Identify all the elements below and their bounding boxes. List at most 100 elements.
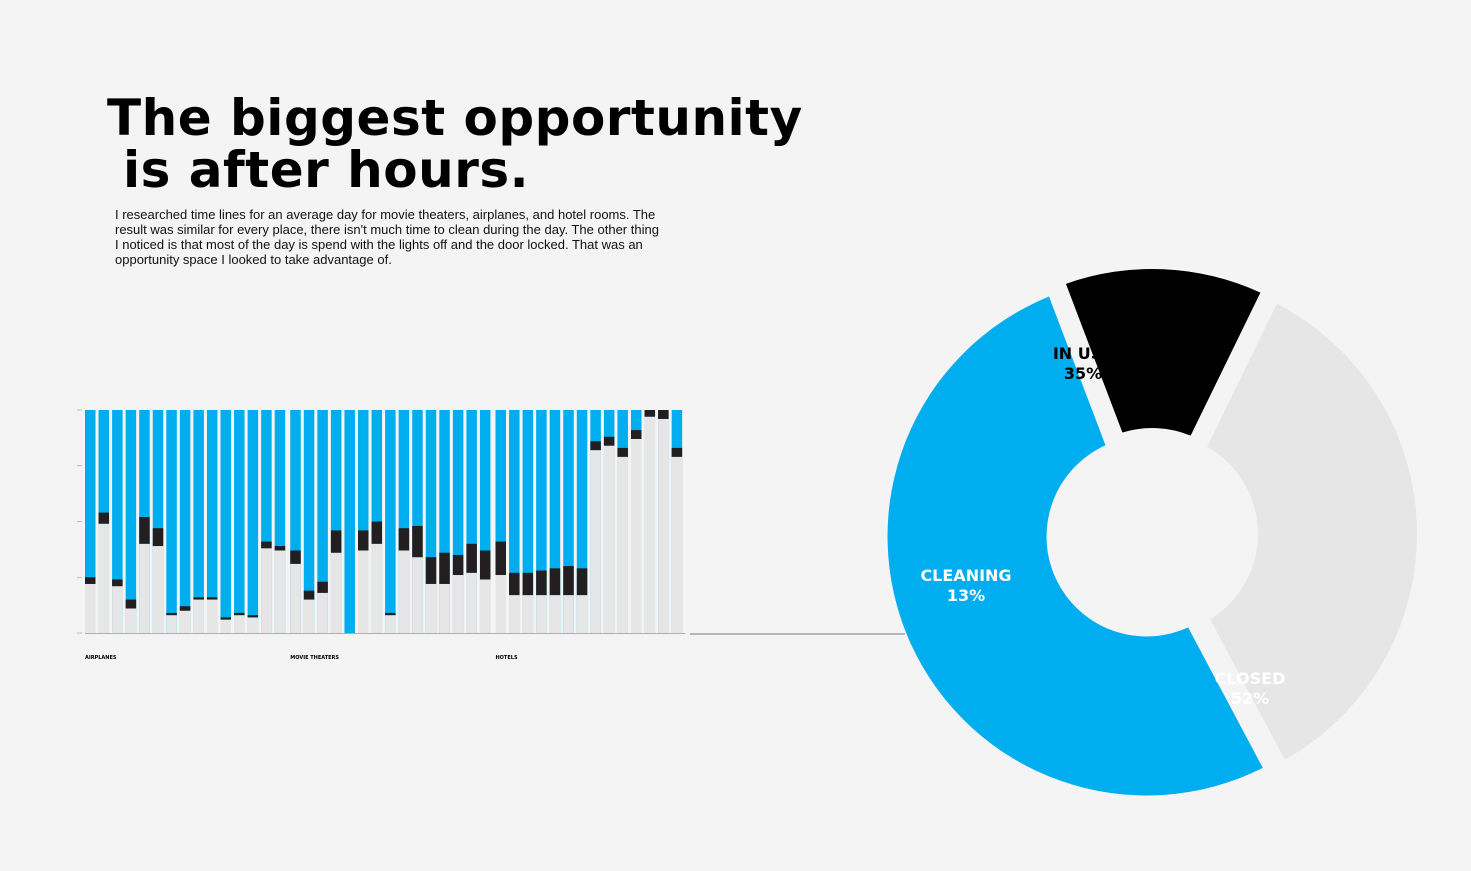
bar-stack bbox=[261, 410, 272, 633]
bar-stack bbox=[563, 410, 574, 633]
bar-in-use-segment bbox=[536, 595, 547, 633]
bar-closed-segment bbox=[412, 410, 423, 633]
bar-stack bbox=[234, 410, 245, 633]
bar-closed-segment bbox=[466, 410, 477, 633]
bar-cleaning-segment bbox=[112, 579, 123, 587]
bar-cleaning-segment bbox=[166, 612, 177, 616]
bar-stack bbox=[125, 410, 137, 633]
bar-cleaning-segment bbox=[398, 528, 410, 551]
bar-stack bbox=[358, 410, 369, 633]
bar-stack bbox=[247, 410, 259, 633]
bar-cleaning-segment bbox=[644, 410, 656, 417]
bar-closed-segment bbox=[522, 410, 534, 633]
bar-stack bbox=[522, 410, 534, 633]
bar-cleaning-segment bbox=[371, 521, 383, 544]
bar-stack bbox=[509, 410, 520, 633]
bar-stack bbox=[152, 410, 164, 633]
bar-stack bbox=[398, 410, 410, 633]
bar-stack bbox=[330, 410, 342, 633]
bar-in-use-segment bbox=[466, 572, 477, 633]
body-line-3: I noticed is that most of the day is spe… bbox=[115, 237, 643, 252]
bar-in-use-segment bbox=[617, 456, 628, 633]
bar-cleaning-segment bbox=[452, 554, 464, 576]
bar-stack bbox=[439, 410, 450, 633]
bar-stack bbox=[85, 410, 96, 633]
bar-in-use-segment bbox=[425, 583, 437, 633]
bar-stack bbox=[495, 410, 506, 633]
bar-group-label: HOTELS bbox=[496, 655, 518, 661]
bar-in-use-segment bbox=[358, 550, 369, 633]
donut-slice-in-use bbox=[1207, 303, 1417, 760]
bar-in-use-segment bbox=[644, 416, 656, 633]
bar-in-use-segment bbox=[631, 438, 642, 633]
bar-in-use-segment bbox=[290, 563, 301, 633]
bar-cleaning-segment bbox=[576, 568, 588, 596]
bar-stack bbox=[412, 410, 423, 633]
bar-closed-segment bbox=[439, 410, 450, 633]
bar-closed-segment bbox=[452, 410, 464, 633]
bar-closed-segment bbox=[85, 410, 96, 633]
bar-in-use-segment bbox=[98, 523, 110, 633]
closed-percent: 52% bbox=[1230, 689, 1270, 708]
bar-cleaning-segment bbox=[412, 525, 423, 558]
bar-closed-segment bbox=[220, 410, 231, 633]
bar-cleaning-segment bbox=[193, 597, 204, 600]
bar-stack bbox=[166, 410, 177, 633]
bar-stack bbox=[631, 410, 642, 633]
bar-stack bbox=[112, 410, 123, 633]
bar-closed-segment bbox=[274, 410, 286, 633]
bar-closed-segment bbox=[479, 410, 491, 633]
bar-cleaning-segment bbox=[247, 615, 259, 618]
bar-cleaning-segment bbox=[549, 568, 561, 596]
bar-in-use-segment bbox=[112, 586, 123, 633]
bar-in-use-segment bbox=[166, 615, 177, 633]
bar-in-use-segment bbox=[576, 595, 588, 633]
bar-cleaning-segment bbox=[439, 552, 450, 584]
bar-closed-segment bbox=[576, 410, 588, 633]
bar-cleaning-segment bbox=[317, 581, 328, 593]
bar-cleaning-segment bbox=[290, 550, 301, 564]
bar-closed-segment bbox=[563, 410, 574, 633]
bar-stack bbox=[139, 410, 150, 633]
bar-in-use-segment bbox=[658, 418, 669, 633]
bar-cleaning-segment bbox=[261, 541, 272, 549]
bar-stack bbox=[98, 410, 110, 633]
bar-stack bbox=[617, 410, 628, 633]
bar-cleaning-segment bbox=[631, 430, 642, 439]
bar-cleaning-segment bbox=[303, 590, 315, 600]
bar-cleaning-segment bbox=[274, 546, 286, 551]
bar-stack bbox=[536, 410, 547, 633]
bar-in-use-segment bbox=[152, 546, 164, 633]
bar-cleaning-segment bbox=[98, 512, 110, 524]
bar-closed-segment bbox=[290, 410, 301, 633]
bar-closed-segment bbox=[166, 410, 177, 633]
bar-closed-segment bbox=[125, 410, 137, 633]
in-use-percent: 35% bbox=[1063, 364, 1103, 383]
bar-in-use-segment bbox=[274, 550, 286, 633]
bar-stack bbox=[206, 410, 218, 633]
bar-closed-segment bbox=[425, 410, 437, 633]
in-use-name: IN USE bbox=[1052, 344, 1114, 363]
bar-in-use-segment bbox=[303, 599, 315, 633]
bar-stack bbox=[179, 410, 191, 633]
bar-cleaning-segment bbox=[617, 447, 628, 457]
bar-stack bbox=[385, 410, 396, 633]
bar-stack bbox=[317, 410, 328, 633]
bar-in-use-segment bbox=[452, 575, 464, 633]
bar-in-use-segment bbox=[412, 557, 423, 633]
bar-cleaning-segment bbox=[330, 530, 342, 553]
bar-in-use-segment bbox=[603, 445, 615, 633]
bar-in-use-segment bbox=[85, 583, 96, 633]
stacked-bar-chart: AIRPLANES MOVIE THEATERS HOTELS bbox=[77, 409, 905, 661]
bar-in-use-segment bbox=[385, 615, 396, 633]
bar-cleaning-segment bbox=[495, 541, 506, 576]
headline: The biggest opportunity is after hours. bbox=[107, 92, 803, 196]
bar-in-use-segment bbox=[206, 599, 218, 633]
headline-line-1: The biggest opportunity bbox=[107, 89, 803, 147]
bar-cleaning-segment bbox=[466, 543, 477, 573]
bar-closed-segment bbox=[495, 410, 506, 633]
bar-in-use-segment bbox=[671, 456, 683, 633]
bar-in-use-segment bbox=[563, 595, 574, 633]
bar-in-use-segment bbox=[261, 548, 272, 633]
